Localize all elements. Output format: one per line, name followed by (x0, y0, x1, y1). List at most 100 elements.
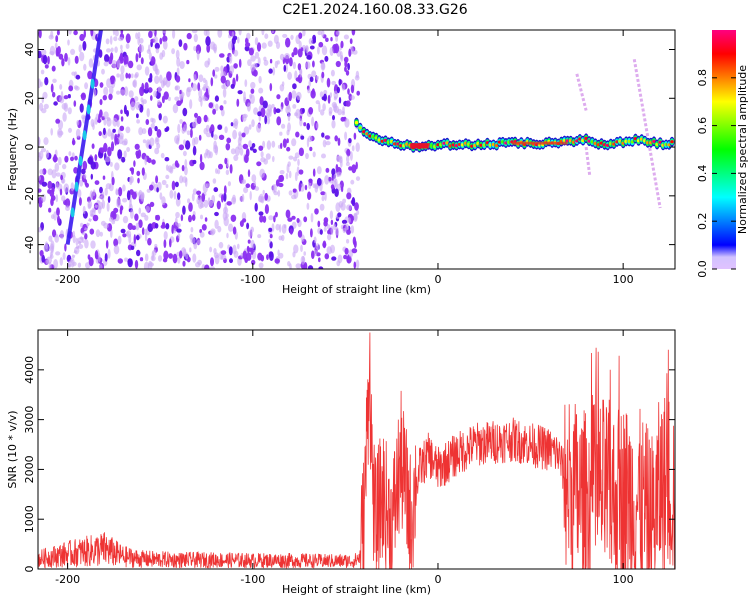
noise-blob (176, 228, 182, 233)
noise-blob (153, 90, 158, 98)
noise-blob (287, 161, 291, 167)
noise-blob (216, 200, 221, 210)
noise-blob (159, 192, 163, 200)
noise-blob (324, 191, 327, 201)
noise-blob (277, 189, 281, 197)
noise-blob (305, 152, 309, 160)
noise-blob (262, 140, 266, 149)
noise-blob (38, 175, 41, 181)
noise-blob (310, 228, 313, 238)
noise-blob (323, 220, 328, 227)
noise-blob (45, 259, 50, 265)
noise-blob (163, 231, 168, 240)
noise-blob (175, 49, 180, 60)
noise-blob (293, 47, 298, 56)
noise-blob (199, 161, 205, 171)
noise-blob (330, 37, 333, 42)
noise-blob (257, 195, 263, 203)
noise-blob (63, 95, 69, 100)
noise-blob (228, 54, 233, 64)
noise-blob (344, 118, 350, 128)
noise-blob (247, 59, 252, 67)
snr-frame (37, 329, 676, 570)
noise-blob (107, 146, 112, 157)
y-tick-label: 3000 (23, 406, 36, 434)
noise-blob (59, 84, 63, 90)
noise-blob (273, 34, 279, 45)
noise-blob (43, 137, 49, 146)
noise-blob (155, 47, 160, 54)
noise-blob (237, 90, 243, 95)
noise-blob (94, 180, 100, 186)
noise-blob (113, 238, 119, 247)
noise-blob (99, 231, 104, 237)
noise-blob (253, 69, 258, 77)
noise-blob (291, 194, 297, 200)
noise-blob (254, 186, 260, 191)
noise-blob (106, 202, 110, 212)
noise-blob (59, 188, 63, 196)
noise-blob (286, 138, 289, 144)
noise-blob (120, 44, 123, 50)
streak-4 (575, 73, 588, 111)
noise-blob (250, 88, 255, 94)
noise-blob (145, 205, 150, 213)
noise-blob (326, 224, 331, 230)
noise-blob (233, 63, 238, 69)
noise-blob (261, 30, 265, 36)
y-axis-label: Frequency (Hz) (6, 108, 19, 191)
noise-blob (130, 101, 136, 111)
noise-blob (330, 184, 335, 190)
noise-blob (87, 70, 93, 80)
noise-blob (144, 82, 149, 91)
noise-blob (205, 183, 210, 188)
noise-blob (307, 135, 313, 143)
noise-blob (59, 257, 63, 266)
noise-blob (292, 104, 297, 109)
noise-blob (249, 190, 252, 201)
snr-series (38, 332, 675, 569)
noise-blob (186, 130, 191, 136)
noise-blob (174, 160, 179, 168)
noise-blob (162, 35, 168, 43)
noise-blob (106, 78, 112, 88)
noise-blob (59, 95, 65, 104)
noise-blob (70, 182, 75, 192)
noise-blob (254, 37, 259, 46)
noise-blob (297, 158, 300, 166)
noise-blob (254, 202, 258, 212)
noise-blob (73, 30, 78, 36)
noise-blob (94, 250, 99, 260)
noise-blob (333, 173, 337, 183)
noise-blob (114, 136, 118, 146)
noise-blob (129, 176, 134, 184)
noise-blob (293, 244, 299, 254)
noise-blob (79, 51, 85, 62)
noise-blob (74, 55, 79, 64)
noise-blob (238, 30, 242, 36)
noise-blob (248, 47, 254, 56)
noise-blob (327, 233, 332, 241)
noise-blob (266, 254, 269, 260)
y-tick-label: 40 (23, 43, 36, 57)
noise-blob (94, 154, 98, 162)
noise-blob (340, 116, 346, 122)
noise-blob (116, 120, 120, 128)
noise-blob (68, 151, 72, 157)
noise-blob (264, 33, 269, 39)
noise-blob (47, 180, 53, 190)
x-tick-label: -200 (55, 273, 80, 286)
noise-blob (184, 140, 191, 150)
y-tick-label: 20 (23, 91, 36, 105)
noise-blob (233, 118, 239, 127)
noise-blob (203, 199, 209, 208)
noise-blob (339, 159, 343, 168)
noise-blob (134, 143, 140, 150)
noise-blob (134, 259, 139, 269)
noise-blob (321, 132, 325, 138)
noise-blob (257, 111, 262, 117)
noise-blob (217, 30, 223, 38)
noise-blob (112, 117, 118, 127)
noise-blob (298, 147, 304, 157)
noise-blob (129, 167, 135, 172)
